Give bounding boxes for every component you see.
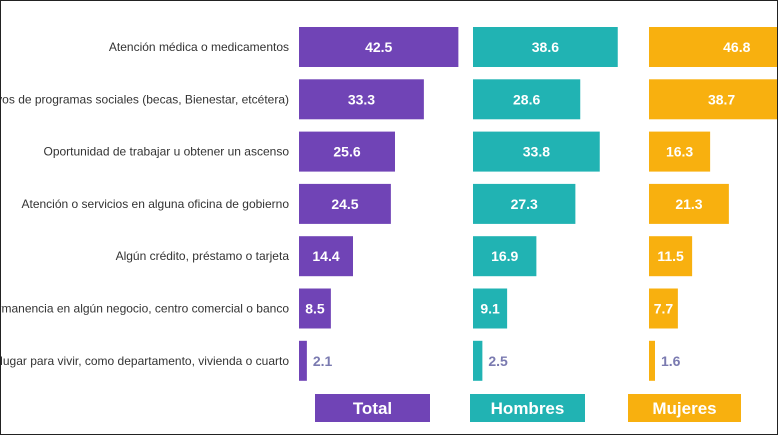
bar bbox=[473, 236, 537, 277]
data-label: 1.6 bbox=[661, 353, 681, 369]
category-label: La permanencia en algún negocio, centro … bbox=[1, 302, 289, 316]
category-label: Apoyos de programas sociales (becas, Bie… bbox=[1, 92, 289, 106]
legend-label: Mujeres bbox=[652, 399, 716, 418]
bar bbox=[299, 340, 307, 381]
category-label: Atención médica o medicamentos bbox=[109, 40, 289, 54]
data-label: 28.6 bbox=[513, 91, 540, 107]
series-panel-total: 42.5 33.3 25.6 24.5 14.4 8.5 2.1 bbox=[299, 27, 459, 381]
data-label: 24.5 bbox=[331, 196, 358, 212]
bar bbox=[299, 236, 353, 277]
data-label: 38.7 bbox=[708, 91, 735, 107]
legend-label: Hombres bbox=[491, 399, 565, 418]
series-panel-mujeres: 46.8 38.7 16.3 21.3 11.5 7.7 1.6 bbox=[649, 27, 777, 381]
data-label: 8.5 bbox=[305, 301, 325, 317]
legend-item-total: Total bbox=[315, 394, 430, 422]
legend-label: Total bbox=[353, 399, 392, 418]
data-label: 9.1 bbox=[480, 301, 500, 317]
bar bbox=[299, 79, 424, 120]
legend-swatch bbox=[628, 394, 741, 422]
bar bbox=[649, 27, 777, 67]
series-panel-hombres: 38.6 28.6 33.8 27.3 16.9 9.1 2.5 bbox=[473, 27, 618, 381]
bar bbox=[473, 340, 483, 381]
bar bbox=[473, 288, 508, 329]
legend-item-hombres: Hombres bbox=[470, 394, 585, 422]
bar bbox=[473, 27, 618, 67]
data-label: 42.5 bbox=[365, 39, 392, 55]
legend-item-mujeres: Mujeres bbox=[628, 394, 741, 422]
data-label: 21.3 bbox=[675, 196, 702, 212]
bar bbox=[299, 288, 331, 329]
data-label: 46.8 bbox=[723, 39, 750, 55]
data-label: 16.3 bbox=[666, 144, 693, 160]
data-label: 25.6 bbox=[333, 144, 360, 160]
data-label: 33.3 bbox=[348, 91, 375, 107]
data-label: 33.8 bbox=[523, 144, 550, 160]
category-label: Atención o servicios en alguna oficina d… bbox=[21, 197, 289, 211]
bar bbox=[649, 288, 678, 329]
bar bbox=[649, 183, 729, 224]
data-label: 27.3 bbox=[511, 196, 538, 212]
bar bbox=[473, 131, 600, 172]
bar bbox=[649, 79, 777, 120]
category-label: Un lugar para vivir, como departamento, … bbox=[1, 354, 289, 368]
bar bbox=[299, 183, 391, 224]
category-label: Algún crédito, préstamo o tarjeta bbox=[116, 249, 290, 263]
bar bbox=[473, 79, 581, 120]
data-label: 2.5 bbox=[488, 353, 508, 369]
data-label: 38.6 bbox=[532, 39, 559, 55]
category-label: Oportunidad de trabajar u obtener un asc… bbox=[43, 145, 289, 159]
legend-swatch bbox=[315, 394, 430, 422]
data-label: 11.5 bbox=[657, 248, 684, 264]
bar bbox=[299, 27, 459, 67]
data-label: 14.4 bbox=[312, 248, 339, 264]
bar bbox=[649, 340, 655, 381]
data-label: 16.9 bbox=[491, 248, 518, 264]
bar bbox=[649, 236, 693, 277]
legend-swatch bbox=[470, 394, 585, 422]
data-label: 7.7 bbox=[654, 301, 674, 317]
category-labels: Atención médica o medicamentos Apoyos de … bbox=[1, 40, 289, 368]
legend: Total Hombres Mujeres bbox=[315, 394, 741, 422]
bar bbox=[473, 183, 576, 224]
bar bbox=[649, 131, 711, 172]
bar bbox=[299, 131, 395, 172]
data-label: 2.1 bbox=[313, 353, 333, 369]
bar-panels: 42.5 33.3 25.6 24.5 14.4 8.5 2.1 38.6 28.6 33.8 27… bbox=[299, 27, 777, 381]
